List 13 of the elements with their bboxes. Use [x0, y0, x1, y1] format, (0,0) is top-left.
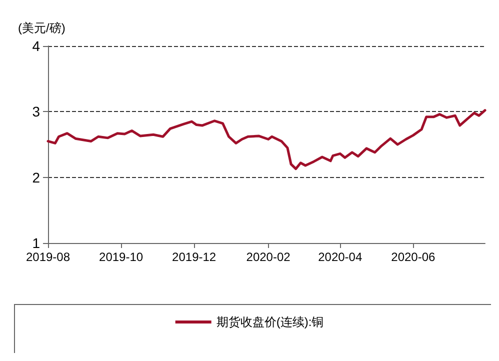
x-tick-label: 2019-12 [172, 250, 216, 264]
x-tick-label: 2019-08 [26, 250, 70, 264]
y-tick-label: 2 [32, 169, 40, 186]
y-axis-title: (美元/磅) [18, 21, 66, 35]
y-tick-label: 1 [32, 235, 40, 251]
x-tick-label: 2020-04 [318, 250, 362, 264]
x-tick-label: 2020-02 [246, 250, 291, 264]
y-tick-label: 3 [32, 104, 40, 120]
legend-label: 期货收盘价(连续):铜 [216, 315, 324, 329]
y-tick-label: 4 [32, 38, 40, 54]
x-tick-label: 2019-10 [99, 250, 144, 264]
line-series [46, 109, 486, 170]
x-tick-label: 2020-06 [391, 250, 436, 264]
